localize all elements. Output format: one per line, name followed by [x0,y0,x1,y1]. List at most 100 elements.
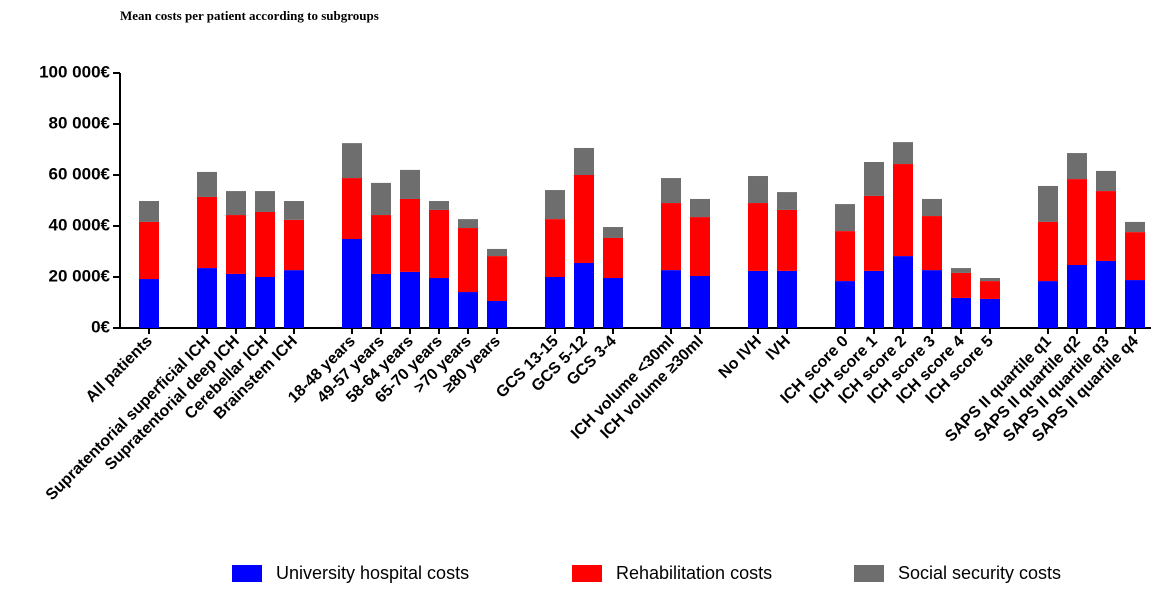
bar-segment [226,191,246,216]
bar-segment [284,219,304,271]
x-tick-label: IVH [763,333,794,364]
bar-segment [893,164,913,257]
bar-segment [893,142,913,165]
bar-segment [139,279,159,328]
bar-segment [603,237,623,279]
bar-segment [835,204,855,232]
bar-segment [342,178,362,240]
bar-segment [284,201,304,220]
y-tick-label: 60 000€ [49,164,111,183]
bar-segment [1038,221,1058,282]
bar-segment [748,176,768,204]
chart-title: Mean costs per patient according to subg… [120,8,379,23]
bar-segment [835,231,855,282]
bar-segment [458,219,478,229]
bar-segment [1096,260,1116,328]
bar-segment [1125,232,1145,281]
bar-segment [951,268,971,273]
bar-segment [980,278,1000,282]
bar-segment [255,211,275,277]
bar-segment [400,198,420,272]
bar-segment [864,161,884,196]
y-tick-label: 20 000€ [49,266,111,285]
bar-segment [864,270,884,328]
bar-segment [777,270,797,328]
bar-segment [371,215,391,274]
bar-segment [1125,280,1145,328]
bar-segment [458,228,478,293]
bar-segment [748,203,768,271]
bar-segment [1038,281,1058,328]
bar-segment [371,182,391,216]
bar-segment [922,270,942,328]
bar-segment [284,270,304,328]
bar-segment [545,277,565,328]
bar-segment [487,248,507,257]
bar-segment [893,256,913,328]
bar-segment [1125,221,1145,233]
bar-segment [690,198,710,218]
bar-segment [197,268,217,328]
legend-swatch [854,565,884,582]
bar-segment [139,221,159,280]
bar-segment [603,278,623,328]
bar-segment [574,175,594,263]
bar-segment [1038,185,1058,222]
bar-segment [690,217,710,276]
bar-segment [371,273,391,328]
bar-segment [487,300,507,328]
legend-label: Rehabilitation costs [616,563,772,583]
bar-segment [342,239,362,328]
legend-label: University hospital costs [276,563,469,583]
bar-segment [458,292,478,328]
bar-segment [980,281,1000,299]
bar-segment [951,297,971,328]
bar-segment [690,275,710,328]
bar-segment [1067,153,1087,180]
legend-swatch [232,565,262,582]
bar-segment [777,192,797,210]
bar-segment [545,219,565,277]
bar-segment [922,198,942,217]
bar-segment [342,143,362,179]
bar-segment [574,262,594,328]
legend-swatch [572,565,602,582]
bar-segment [661,270,681,328]
bar-segment [255,277,275,328]
bar-segment [864,195,884,271]
bar-segment [748,270,768,328]
bar-segment [777,209,797,271]
bar-segment [922,216,942,271]
bar-segment [1067,265,1087,328]
bar-segment [197,171,217,197]
y-tick-label: 40 000€ [49,215,111,234]
y-tick-label: 0€ [91,317,110,336]
legend-label: Social security costs [898,563,1061,583]
bar-segment [951,272,971,298]
bar-segment [661,178,681,204]
bar-segment [545,190,565,220]
y-tick-label: 80 000€ [49,113,111,132]
bar-segment [1096,170,1116,192]
bar-segment [429,209,449,279]
bar-segment [429,278,449,328]
bar-segment [574,147,594,175]
bar-segment [139,201,159,222]
bar-segment [400,271,420,328]
y-tick-label: 100 000€ [39,62,110,81]
bar-segment [603,227,623,238]
bar-segment [226,215,246,274]
bar-segment [226,273,246,328]
bar-segment [835,281,855,328]
bar-segment [1067,179,1087,266]
bar-segment [661,203,681,271]
x-tick-label: No IVH [716,333,765,382]
bar-segment [1096,191,1116,261]
bar-segment [400,169,420,199]
bar-segment [255,191,275,212]
bar-segment [980,298,1000,328]
bar-segment [197,196,217,269]
bar-segment [487,256,507,301]
bar-segment [429,201,449,210]
